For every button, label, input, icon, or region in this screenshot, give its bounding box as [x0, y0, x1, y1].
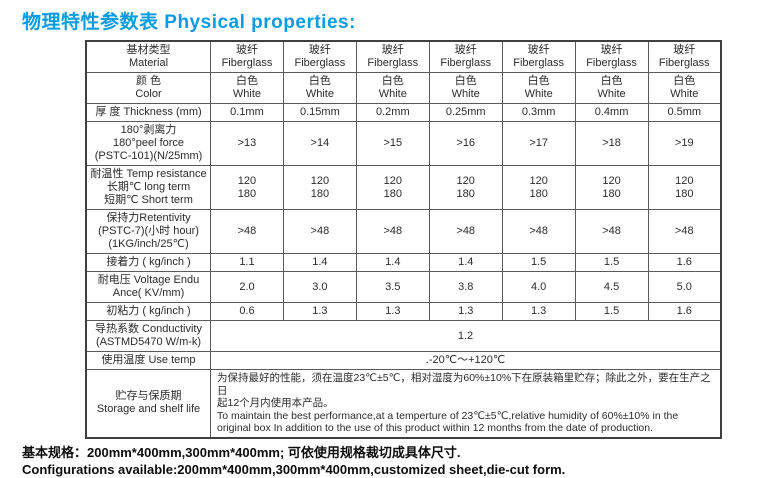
cell-adhesion-col4: 1.4: [428, 253, 503, 272]
cell-retentivity-col3: >48: [355, 209, 430, 254]
physical-properties-table: 基材类型 Material 玻纤 Fiberglass 玻纤 Fiberglass 玻纤 Fi…: [85, 40, 722, 439]
page-title: 物理特性参数表 Physical properties:: [22, 12, 356, 33]
cell-voltage-col5: 4.0: [501, 271, 576, 303]
cell-conductivity: 1.2: [210, 320, 722, 352]
table-row-color: 颜 色 Color 白色 White 白色 White 白色 White 白色 White 白色 Wh…: [85, 72, 722, 104]
basic-specs-line-en: Configurations available:200mm*400mm,300…: [22, 461, 566, 477]
cell-material-col4: 玻纤 Fiberglass: [428, 40, 503, 73]
cell-material-col2: 玻纤 Fiberglass: [282, 40, 357, 73]
cell-material-col5: 玻纤 Fiberglass: [501, 40, 576, 73]
cell-thickness-col7: 0.5mm: [647, 103, 722, 122]
table-row-retentivity: 保持力Retentivity (PSTC-7)(小时 hour) (1KG/inch…: [85, 209, 722, 254]
cell-thickness-col3: 0.2mm: [355, 103, 430, 122]
cell-retentivity-col2: >48: [282, 209, 357, 254]
row-label-use-temp: 使用温度 Use temp: [85, 351, 211, 370]
cell-voltage-col4: 3.8: [428, 271, 503, 303]
table-row-storage: 贮存与保质期 Storage and shelf life 为保持最好的性能，须在温…: [85, 369, 722, 438]
cell-voltage-col2: 3.0: [282, 271, 357, 303]
cell-adhesion-col6: 1.5: [574, 253, 649, 272]
cell-color-col1: 白色 White: [210, 72, 284, 104]
cell-voltage-col6: 4.5: [574, 271, 649, 303]
cell-material-col7: 玻纤 Fiberglass: [647, 40, 722, 73]
table-row-thickness: 厚 度 Thickness (mm) 0.1mm 0.15mm 0.2mm 0.25mm…: [85, 103, 722, 122]
cell-initial-tack-col3: 1.3: [355, 302, 430, 321]
cell-peel-force-col5: >17: [501, 121, 576, 166]
cell-material-col1: 玻纤 Fiberglass: [210, 40, 284, 73]
cell-retentivity-col6: >48: [574, 209, 649, 254]
cell-thickness-col6: 0.4mm: [574, 103, 649, 122]
cell-adhesion-col5: 1.5: [501, 253, 576, 272]
row-label-thickness: 厚 度 Thickness (mm): [85, 103, 211, 122]
table-row-peel-force: 180°剥离力 180°peel force (PSTC-101)(N/25mm) >…: [85, 121, 722, 166]
row-label-initial-tack: 初粘力 ( kg/inch ): [85, 302, 211, 321]
cell-peel-force-col2: >14: [282, 121, 357, 166]
cell-temp-resistance-col2: 120 180: [282, 165, 357, 210]
cell-temp-resistance-col4: 120 180: [428, 165, 503, 210]
cell-thickness-col5: 0.3mm: [501, 103, 576, 122]
table-row-temp-resistance: 耐温性 Temp resistance 长期℃ long term 短期℃ Shor…: [85, 165, 722, 210]
cell-thickness-col1: 0.1mm: [210, 103, 284, 122]
table-row-conductivity: 导热系数 Conductivity (ASTMD5470 W/m-k) 1.2: [85, 320, 722, 352]
cell-peel-force-col4: >16: [428, 121, 503, 166]
cell-voltage-col1: 2.0: [210, 271, 284, 303]
cell-initial-tack-col6: 1.5: [574, 302, 649, 321]
cell-temp-resistance-col7: 120 180: [647, 165, 722, 210]
row-label-peel-force: 180°剥离力 180°peel force (PSTC-101)(N/25mm): [85, 121, 211, 166]
spec-sheet-page: 物理特性参数表 Physical properties: 基材类型 Materia…: [22, 12, 722, 477]
cell-peel-force-col7: >19: [647, 121, 722, 166]
basic-specs-line-zh: 基本规格：200mm*400mm,300mm*400mm; 可依使用规格裁切成具…: [22, 444, 461, 460]
row-label-temp-resistance: 耐温性 Temp resistance 长期℃ long term 短期℃ Shor…: [85, 165, 211, 210]
row-label-adhesion: 接着力 ( kg/inch ): [85, 253, 211, 272]
cell-initial-tack-col5: 1.3: [501, 302, 576, 321]
cell-initial-tack-col1: 0.6: [210, 302, 284, 321]
table-row-material: 基材类型 Material 玻纤 Fiberglass 玻纤 Fiberglass 玻纤 Fi…: [85, 40, 722, 73]
cell-color-col6: 白色 White: [574, 72, 649, 104]
cell-material-col6: 玻纤 Fiberglass: [574, 40, 649, 73]
cell-peel-force-col1: >13: [210, 121, 284, 166]
cell-adhesion-col3: 1.4: [355, 253, 430, 272]
cell-material-col3: 玻纤 Fiberglass: [355, 40, 430, 73]
cell-temp-resistance-col5: 120 180: [501, 165, 576, 210]
cell-voltage-col3: 3.5: [355, 271, 430, 303]
cell-retentivity-col5: >48: [501, 209, 576, 254]
row-label-material: 基材类型 Material: [85, 40, 211, 73]
row-label-voltage: 耐电压 Voltage Endu Ance( KV/mm): [85, 271, 211, 303]
basic-specs-footer: 基本规格：200mm*400mm,300mm*400mm; 可依使用规格裁切成具…: [22, 444, 771, 478]
table-row-adhesion: 接着力 ( kg/inch ) 1.1 1.4 1.4 1.4 1.5 1.5 1.6: [85, 253, 722, 272]
cell-use-temp: .-20℃～+120℃: [210, 351, 722, 370]
cell-initial-tack-col4: 1.3: [428, 302, 503, 321]
cell-voltage-col7: 5.0: [647, 271, 722, 303]
row-label-storage: 贮存与保质期 Storage and shelf life: [85, 369, 211, 438]
cell-color-col4: 白色 White: [428, 72, 503, 104]
cell-temp-resistance-col3: 120 180: [355, 165, 430, 210]
table-row-initial-tack: 初粘力 ( kg/inch ) 0.6 1.3 1.3 1.3 1.3 1.5 1.6: [85, 302, 722, 321]
cell-adhesion-col7: 1.6: [647, 253, 722, 272]
cell-thickness-col2: 0.15mm: [282, 103, 357, 122]
row-label-conductivity: 导热系数 Conductivity (ASTMD5470 W/m-k): [85, 320, 211, 352]
cell-peel-force-col3: >15: [355, 121, 430, 166]
cell-color-col3: 白色 White: [355, 72, 430, 104]
cell-retentivity-col4: >48: [428, 209, 503, 254]
physical-properties-table-body: 基材类型 Material 玻纤 Fiberglass 玻纤 Fiberglass 玻纤 Fi…: [85, 40, 722, 438]
row-label-color: 颜 色 Color: [85, 72, 211, 104]
cell-retentivity-col7: >48: [647, 209, 722, 254]
cell-color-col7: 白色 White: [647, 72, 722, 104]
cell-adhesion-col1: 1.1: [210, 253, 284, 272]
cell-initial-tack-col7: 1.6: [647, 302, 722, 321]
row-label-retentivity: 保持力Retentivity (PSTC-7)(小时 hour) (1KG/inch…: [85, 209, 211, 254]
cell-storage: 为保持最好的性能，须在温度23℃±5℃，相对湿度为60%±10%下在原装箱里贮存…: [210, 369, 722, 438]
cell-retentivity-col1: >48: [210, 209, 284, 254]
cell-temp-resistance-col1: 120 180: [210, 165, 284, 210]
cell-color-col5: 白色 White: [501, 72, 576, 104]
cell-peel-force-col6: >18: [574, 121, 649, 166]
cell-color-col2: 白色 White: [282, 72, 357, 104]
cell-initial-tack-col2: 1.3: [282, 302, 357, 321]
cell-adhesion-col2: 1.4: [282, 253, 357, 272]
table-row-voltage: 耐电压 Voltage Endu Ance( KV/mm) 2.0 3.0 3.5 3.…: [85, 271, 722, 303]
table-row-use-temp: 使用温度 Use temp .-20℃～+120℃: [85, 351, 722, 370]
cell-thickness-col4: 0.25mm: [428, 103, 503, 122]
cell-temp-resistance-col6: 120 180: [574, 165, 649, 210]
